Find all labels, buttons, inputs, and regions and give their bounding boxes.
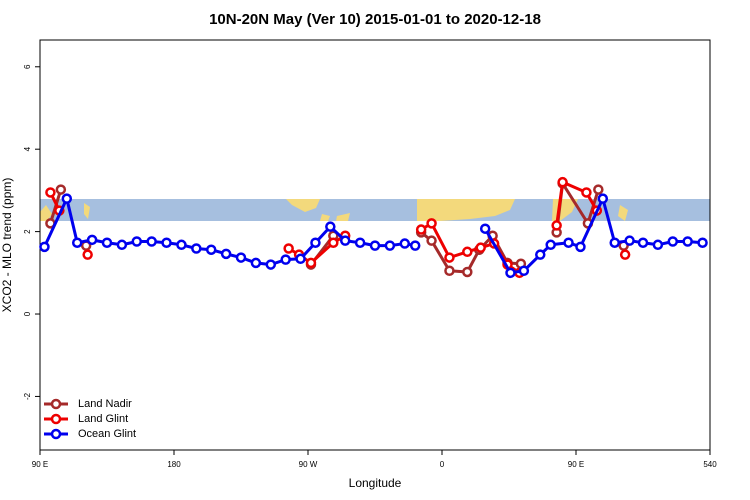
data-point [116,239,128,251]
data-point [619,249,631,260]
x-tick-label: 90 E [568,460,584,469]
data-point [682,236,693,247]
land [336,213,350,221]
data-point [652,239,664,251]
data-point [479,223,491,234]
y-tick-label: 6 [23,64,32,69]
data-point [444,265,455,277]
data-point [462,266,473,278]
data-point [475,242,486,253]
data-point [161,237,172,248]
legend-label: Land Glint [78,413,128,425]
data-point [409,240,421,251]
data-point [280,254,291,265]
y-tick-label: 2 [23,229,32,234]
x-tick-label: 180 [167,460,181,469]
data-point [305,257,317,269]
data-point [697,237,708,248]
data-point [61,193,73,204]
data-point [426,218,437,229]
data-point [205,244,217,255]
data-point [328,237,339,248]
ocean-band [40,199,710,221]
x-axis-label: Longitude [349,476,402,490]
land [618,205,628,221]
data-point [86,234,98,246]
data-point [55,184,67,195]
x-tick-label: 540 [703,460,717,469]
data-point [545,239,556,251]
x-tick-label: 0 [440,460,445,469]
data-point [146,236,157,247]
data-point [384,240,396,251]
data-point [462,246,473,258]
data-point [575,241,586,253]
legend-label: Land Nadir [78,398,132,410]
data-point [101,237,113,248]
land [417,199,515,221]
data-point [339,235,351,246]
data-point [551,220,562,231]
data-point [535,249,546,260]
legend-marker [50,413,62,425]
data-point [581,187,592,198]
data-point [415,224,427,235]
data-point [82,249,93,260]
data-point [505,267,516,279]
data-point [354,237,366,248]
data-point [369,240,381,251]
y-tick-label: 0 [23,311,32,316]
land [286,199,320,212]
legend: Land Nadir Land Glint Ocean Glint [44,398,136,440]
map-band [40,199,710,221]
data-point [444,252,455,263]
data-point [609,237,620,248]
land [84,203,90,219]
legend-label: Ocean Glint [78,428,136,440]
land [40,205,52,221]
x-tick-label: 90 E [32,460,48,469]
data-point [176,239,187,251]
data-point [45,187,56,198]
data-point [597,193,609,204]
data-point [563,237,574,248]
land [320,214,330,221]
y-tick-label: 4 [23,146,32,151]
data-point [426,235,437,246]
data-point [557,176,568,188]
data-point [310,237,321,248]
data-point [399,238,411,249]
y-tick-label: -2 [23,392,32,400]
data-point [295,253,306,265]
data-point [131,236,143,247]
data-point [325,221,336,232]
data-point [624,235,635,246]
legend-marker [50,428,62,440]
data-point [191,243,202,254]
data-point [220,248,232,260]
data-point [283,243,294,254]
data-point [637,237,649,248]
data-point [593,184,604,195]
data-point [518,265,530,277]
data-point [265,259,277,270]
x-tick-label: 90 W [299,460,318,469]
legend-marker [50,398,62,410]
data-point [667,236,679,247]
y-axis-label: XCO2 - MLO trend (ppm) [0,178,14,313]
data-point [71,237,83,248]
data-point [39,241,50,253]
data-point [250,257,262,269]
chart-title: 10N-20N May (Ver 10) 2015-01-01 to 2020-… [209,11,541,28]
data-point [235,252,247,263]
